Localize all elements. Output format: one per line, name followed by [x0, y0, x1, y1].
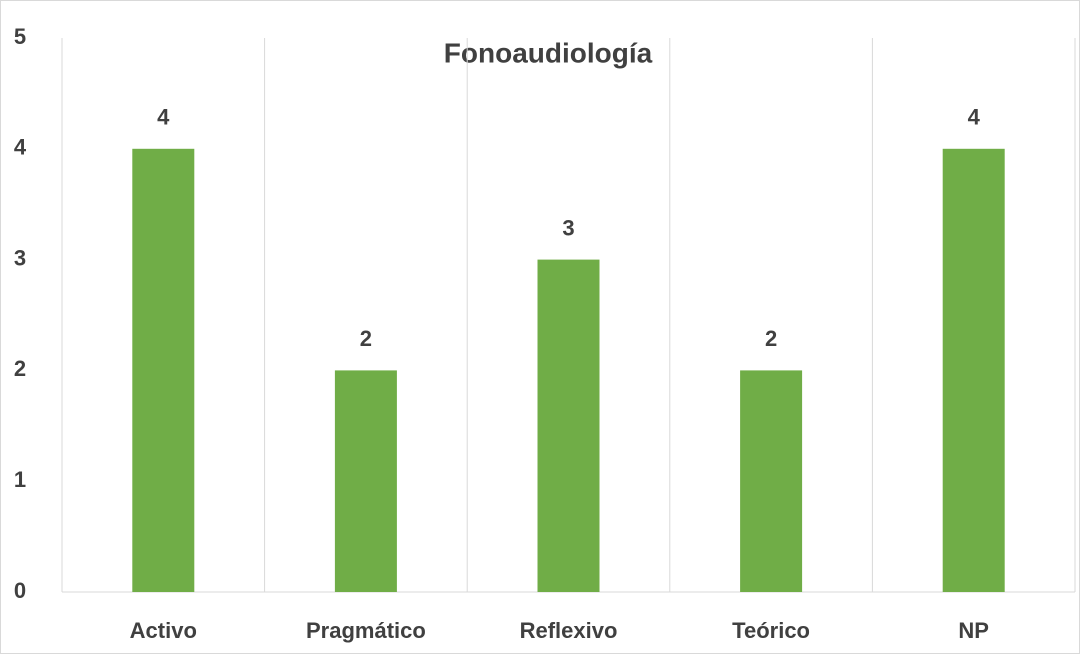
y-tick-label: 1 [14, 467, 26, 492]
data-label: 3 [562, 215, 574, 240]
bar [942, 148, 1005, 593]
x-tick-label: Reflexivo [520, 618, 618, 643]
bar [334, 370, 397, 592]
data-label: 4 [157, 105, 170, 130]
y-tick-label: 4 [14, 135, 27, 160]
bar [740, 370, 803, 592]
y-tick-label: 2 [14, 356, 26, 381]
chart-title: Fonoaudiología [444, 37, 653, 68]
bar [537, 259, 600, 592]
x-tick-label: NP [958, 618, 989, 643]
bar [132, 148, 195, 593]
data-label: 2 [765, 326, 777, 351]
data-label: 2 [360, 326, 372, 351]
y-tick-label: 3 [14, 245, 26, 270]
y-tick-label: 5 [14, 24, 26, 49]
x-tick-label: Pragmático [306, 618, 426, 643]
y-tick-label: 0 [14, 578, 26, 603]
data-label: 4 [968, 105, 981, 130]
x-tick-label: Teórico [732, 618, 810, 643]
x-tick-label: Activo [130, 618, 197, 643]
